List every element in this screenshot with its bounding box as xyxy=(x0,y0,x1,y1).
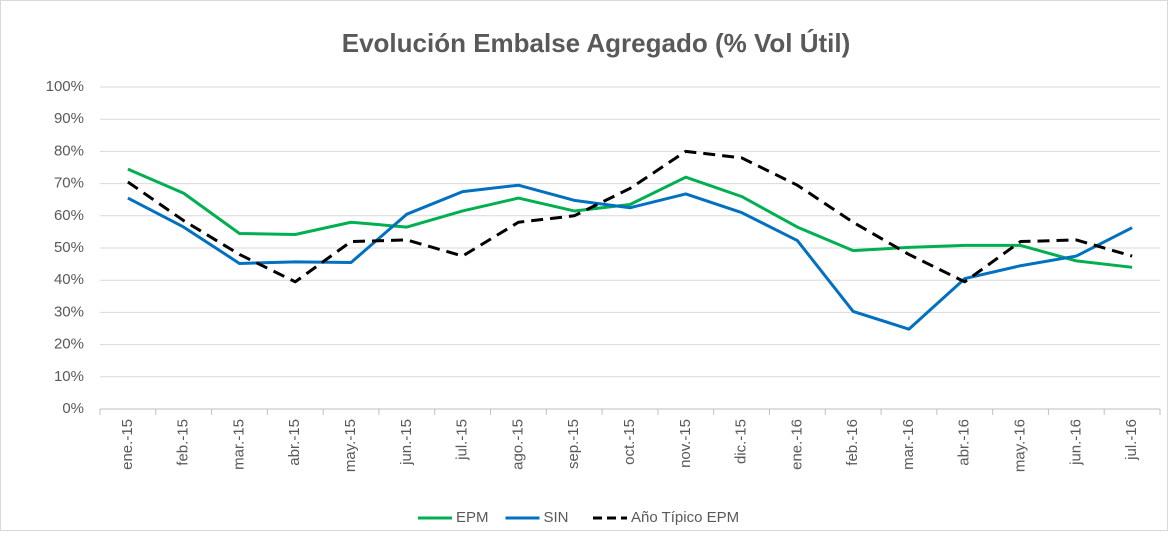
legend-label: SIN xyxy=(544,509,569,526)
y-tick-label: 100% xyxy=(46,78,84,95)
x-tick-label: feb.-16 xyxy=(844,419,861,466)
x-tick-label: feb.-15 xyxy=(175,419,192,466)
y-tick-label: 40% xyxy=(54,271,84,288)
x-tick-label: jul.-15 xyxy=(454,419,471,461)
series-line xyxy=(127,167,1133,269)
y-tick-label: 50% xyxy=(54,239,84,256)
x-tick-label: dic.-15 xyxy=(733,419,750,464)
x-tick-label: jul.-16 xyxy=(1123,419,1140,461)
x-tick-label: jun.-16 xyxy=(1067,419,1084,466)
y-tick-label: 90% xyxy=(54,110,84,127)
x-tick-label: may.-15 xyxy=(342,419,359,472)
x-tick-label: oct.-15 xyxy=(621,419,638,465)
x-tick-label: nov.-15 xyxy=(677,419,694,468)
y-tick-label: 10% xyxy=(54,368,84,385)
legend-label: EPM xyxy=(456,509,489,526)
legend-label: Año Típico EPM xyxy=(631,509,739,526)
x-tick-label: abr.-15 xyxy=(286,419,303,466)
x-tick-label: mar.-16 xyxy=(900,419,917,470)
x-tick-label: sep.-15 xyxy=(565,419,582,469)
y-tick-label: 0% xyxy=(62,400,84,417)
y-tick-label: 30% xyxy=(54,303,84,320)
chart-title: Evolución Embalse Agregado (% Vol Útil) xyxy=(342,28,851,58)
x-tick-label: mar.-15 xyxy=(230,419,247,470)
y-tick-label: 80% xyxy=(54,142,84,159)
x-tick-label: jun.-15 xyxy=(398,419,415,466)
y-tick-label: 60% xyxy=(54,207,84,224)
x-tick-label: may.-16 xyxy=(1011,419,1028,472)
x-tick-label: ene.-15 xyxy=(119,419,136,470)
x-tick-label: ene.-16 xyxy=(788,419,805,470)
series-line xyxy=(127,149,1133,284)
series-line xyxy=(127,183,1133,331)
x-tick-label: abr.-16 xyxy=(956,419,973,466)
y-tick-label: 70% xyxy=(54,175,84,192)
x-tick-label: ago.-15 xyxy=(509,419,526,470)
y-tick-label: 20% xyxy=(54,336,84,353)
